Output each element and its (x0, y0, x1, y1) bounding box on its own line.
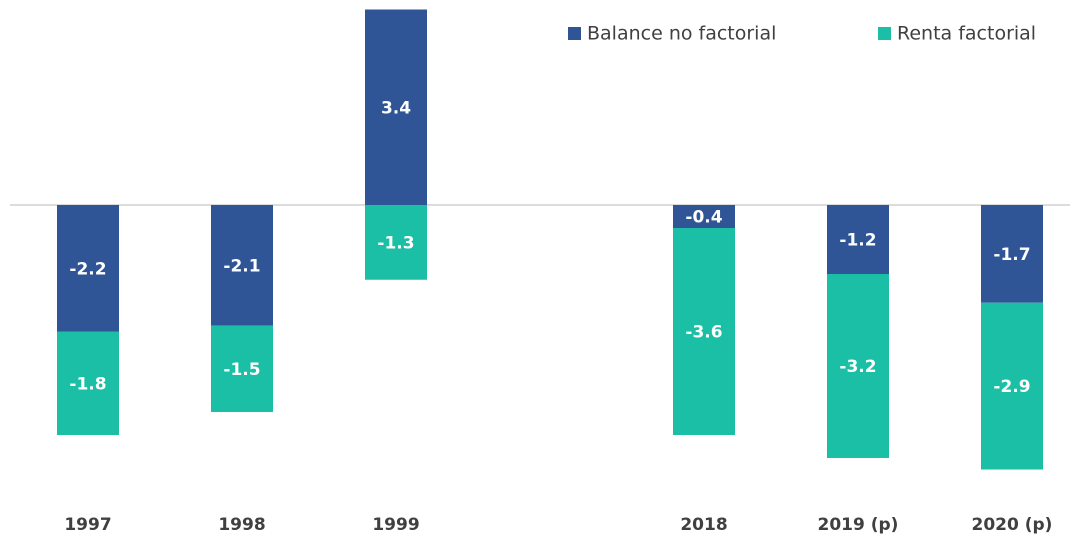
x-tick-label: 2019 (p) (818, 515, 899, 535)
bar (981, 205, 1043, 303)
bar (827, 274, 889, 458)
bar (211, 205, 273, 326)
x-tick-label: 2018 (680, 515, 727, 535)
data-label: -3.2 (839, 357, 876, 377)
x-tick-label: 1997 (64, 515, 111, 535)
bar (211, 325, 273, 412)
legend-label: Balance no factorial (587, 23, 776, 45)
data-label: -1.3 (377, 233, 414, 253)
bar (365, 205, 427, 280)
x-tick-label: 2020 (p) (972, 515, 1053, 535)
bar (673, 205, 735, 228)
data-label: -1.5 (223, 360, 260, 380)
bar (673, 228, 735, 435)
x-tick-label: 1998 (218, 515, 265, 535)
data-label: 3.4 (381, 98, 411, 118)
data-label: -2.2 (69, 259, 106, 279)
data-label: -1.8 (69, 374, 106, 394)
bar (365, 9, 427, 205)
bar (57, 205, 119, 332)
data-label: -2.9 (993, 377, 1030, 397)
x-tick-label: 1999 (372, 515, 419, 535)
data-label: -0.4 (685, 208, 722, 228)
legend-swatch (878, 27, 891, 40)
bar (827, 205, 889, 274)
legend-swatch (568, 27, 581, 40)
data-label: -1.7 (993, 245, 1030, 265)
data-label: -3.6 (685, 323, 722, 343)
legend-label: Renta factorial (897, 23, 1036, 45)
bar (57, 331, 119, 435)
data-label: -2.1 (223, 256, 260, 276)
data-label: -1.2 (839, 231, 876, 251)
bar (981, 302, 1043, 470)
